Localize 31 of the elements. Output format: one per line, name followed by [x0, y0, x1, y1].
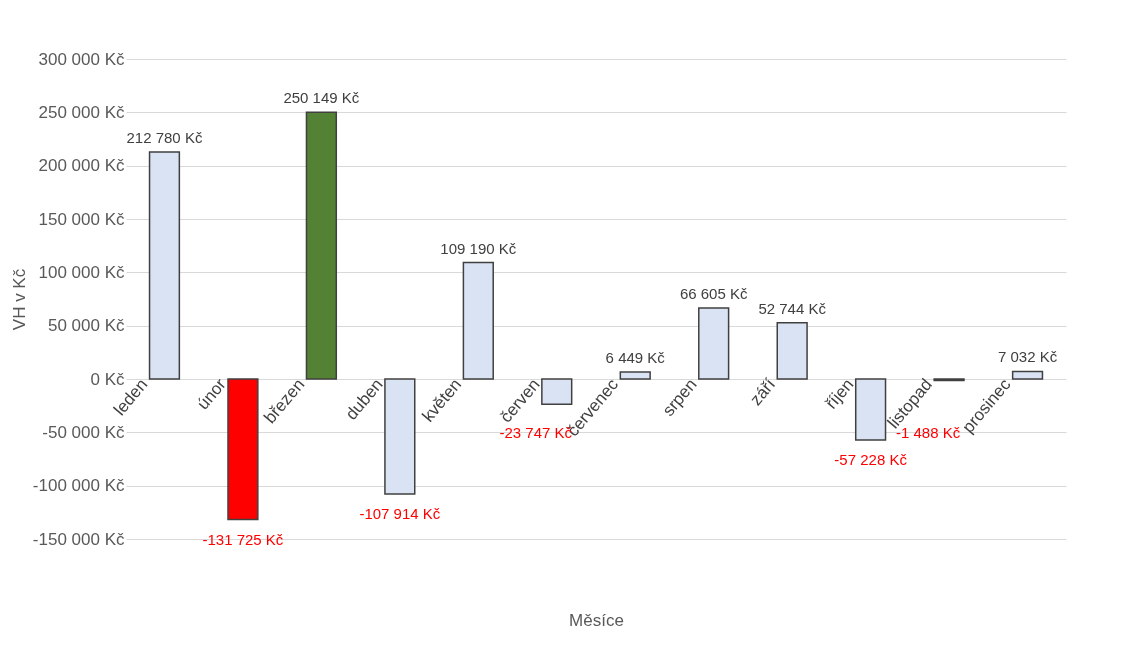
bar: [1011, 370, 1044, 380]
data-label: -107 914 Kč: [359, 505, 441, 523]
y-tick-label: -150 000 Kč: [32, 529, 125, 549]
y-tick-label: 200 000 Kč: [38, 156, 125, 176]
y-tick-label: -50 000 Kč: [42, 422, 125, 442]
data-label: 6 449 Kč: [605, 349, 666, 367]
x-axis-title: Měsíce: [569, 611, 624, 631]
bar: [619, 371, 651, 380]
bar: [776, 321, 808, 380]
bar: [462, 261, 494, 380]
data-label: -57 228 Kč: [834, 451, 908, 469]
y-tick-label: 300 000 Kč: [38, 49, 125, 69]
data-label: 250 149 Kč: [283, 89, 360, 107]
bar: [148, 151, 181, 380]
data-label: 109 190 Kč: [440, 239, 517, 257]
y-tick-label: -100 000 Kč: [32, 476, 125, 496]
bar: [305, 111, 338, 380]
bar: [698, 307, 730, 380]
data-label: 66 605 Kč: [679, 284, 748, 302]
y-axis-title: VH v Kč: [9, 268, 29, 331]
data-label: 212 780 Kč: [126, 129, 203, 147]
data-label: 7 032 Kč: [997, 348, 1058, 366]
bar: [384, 378, 416, 495]
data-label: -131 725 Kč: [202, 530, 284, 548]
y-tick-label: 100 000 Kč: [38, 262, 125, 282]
y-tick-label: 250 000 Kč: [38, 102, 125, 122]
bar: [227, 378, 259, 521]
y-tick-label: 150 000 Kč: [38, 209, 125, 229]
y-tick-label: 50 000 Kč: [47, 316, 125, 336]
bar: [854, 378, 887, 441]
data-label: 52 744 Kč: [758, 299, 827, 317]
